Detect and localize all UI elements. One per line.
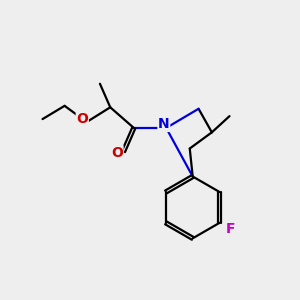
Text: O: O: [111, 146, 123, 160]
Text: F: F: [225, 222, 235, 236]
Text: O: O: [76, 112, 88, 126]
Text: N: N: [158, 117, 170, 131]
